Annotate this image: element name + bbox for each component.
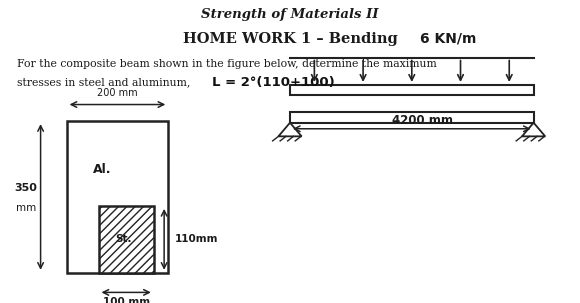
Text: 100 mm: 100 mm: [103, 297, 150, 303]
Text: 6 KN/m: 6 KN/m: [420, 32, 477, 45]
Text: St.: St.: [115, 234, 132, 245]
Text: Strength of Materials II: Strength of Materials II: [201, 8, 379, 21]
Text: mm: mm: [16, 202, 36, 213]
Text: 110mm: 110mm: [175, 234, 218, 245]
Text: 4200 mm: 4200 mm: [392, 114, 454, 127]
Text: HOME WORK 1 – Bending: HOME WORK 1 – Bending: [183, 32, 397, 46]
Bar: [290, 85, 534, 95]
Bar: [99, 206, 154, 273]
Text: 200 mm: 200 mm: [97, 88, 138, 98]
Text: For the composite beam shown in the figure below, determine the maximum: For the composite beam shown in the figu…: [17, 59, 437, 69]
Text: Al.: Al.: [93, 163, 111, 176]
Text: stresses in steel and aluminum,: stresses in steel and aluminum,: [17, 77, 194, 87]
Text: L = 2°(110+100): L = 2°(110+100): [212, 76, 335, 89]
Bar: [290, 112, 534, 123]
Bar: [67, 121, 168, 273]
Text: 350: 350: [14, 183, 38, 193]
